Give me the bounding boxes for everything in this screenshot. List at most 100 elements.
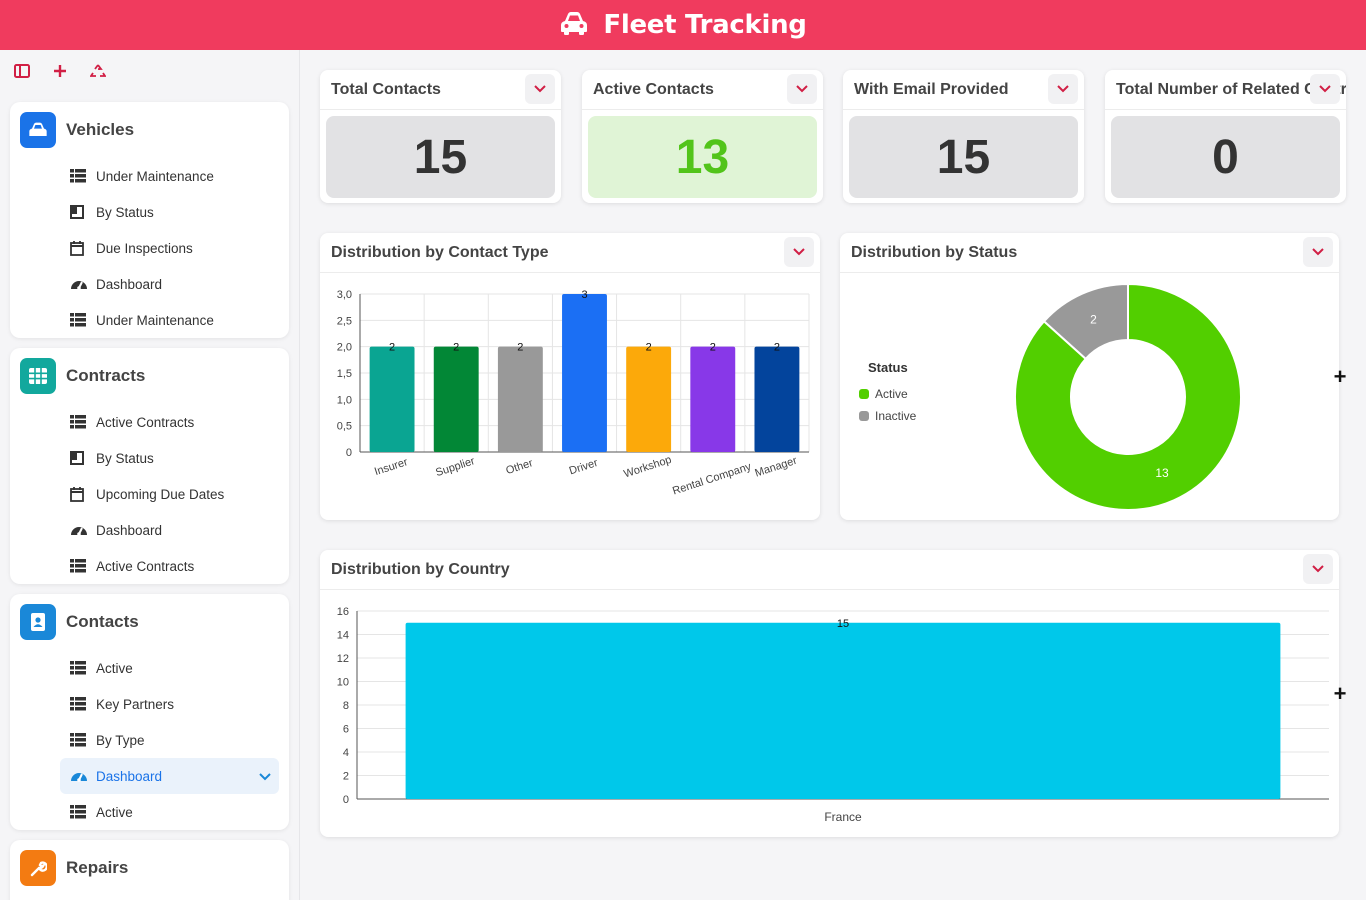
data-label: 2 xyxy=(774,342,780,354)
x-tick-label: Manager xyxy=(753,455,798,480)
sidebar-item-label: Dashboard xyxy=(96,522,163,538)
sidebar-item-label: Due Inspections xyxy=(96,240,193,256)
kpi-card-header: With Email Provided xyxy=(843,70,1084,110)
add-icon[interactable] xyxy=(51,62,69,80)
y-tick-label: 8 xyxy=(343,700,349,712)
y-tick-label: 12 xyxy=(337,653,349,665)
kpi-value: 15 xyxy=(326,116,555,198)
chart-card-header: Distribution by Country xyxy=(320,550,1339,590)
sidebar-group-title: Repairs xyxy=(66,858,129,877)
add-widget-icon[interactable]: + xyxy=(1333,681,1347,706)
table-icon xyxy=(70,313,88,327)
add-widget-icon[interactable]: + xyxy=(1333,364,1347,389)
sidebar-item-by-type[interactable]: By Type xyxy=(10,722,289,758)
x-tick-label: Rental Company xyxy=(671,461,753,498)
sidebar-item-dashboard[interactable]: Dashboard xyxy=(10,512,289,548)
data-label: 2 xyxy=(710,342,716,354)
x-tick-label: France xyxy=(824,810,862,824)
bar xyxy=(626,346,672,452)
kpi-title: Total Contacts xyxy=(331,80,441,98)
sidebar-item-label: Dashboard xyxy=(96,768,163,784)
kpi-card-related-contracts: Total Number of Related Contracts 0 xyxy=(1105,70,1346,203)
table-icon xyxy=(70,697,88,711)
wrench-icon xyxy=(20,850,56,886)
kpi-title: Active Contacts xyxy=(593,80,714,98)
chart-card-status: Distribution by Status 2 13 Status Active In… xyxy=(840,233,1339,520)
chevron-down-icon[interactable] xyxy=(1310,74,1340,104)
bar xyxy=(497,346,543,452)
contact-book-icon xyxy=(20,604,56,640)
sidebar-group-header[interactable]: Contracts xyxy=(10,348,289,404)
y-tick-label: 2,0 xyxy=(337,342,352,354)
table-icon xyxy=(70,169,88,183)
data-label: 2 xyxy=(517,342,523,354)
slice-label: 2 xyxy=(1090,312,1097,326)
sidebar-item-by-status[interactable]: By Status xyxy=(10,194,289,230)
calendar-icon xyxy=(70,486,88,502)
sidebar-item-active-contracts[interactable]: Active Contracts xyxy=(10,404,289,440)
sidebar-item-label: By Status xyxy=(96,450,154,466)
bar xyxy=(562,294,607,452)
chevron-down-icon[interactable] xyxy=(784,237,814,267)
chevron-down-icon[interactable] xyxy=(525,74,555,104)
gauge-icon xyxy=(70,768,88,784)
y-tick-label: 0 xyxy=(343,794,349,806)
sidebar-item-key-partners[interactable]: Key Partners xyxy=(10,686,289,722)
kpi-title: With Email Provided xyxy=(854,80,1009,98)
sidebar-group-header[interactable]: Contacts xyxy=(10,594,289,650)
chart-title: Distribution by Country xyxy=(331,560,510,578)
sidebar: Vehicles Under Maintenance By Status Due… xyxy=(0,50,300,900)
kpi-value: 13 xyxy=(588,116,817,198)
sidebar-item-under-maintenance[interactable]: Under Maintenance xyxy=(10,302,289,338)
sidebar-item-label: Active xyxy=(96,804,133,820)
chevron-down-icon[interactable] xyxy=(1303,237,1333,267)
recycle-icon[interactable] xyxy=(89,62,107,80)
grid-icon xyxy=(20,358,56,394)
chevron-down-icon[interactable] xyxy=(259,769,271,784)
sidebar-item-dashboard[interactable]: Dashboard xyxy=(10,266,289,302)
y-tick-label: 2,5 xyxy=(337,315,352,327)
sidebar-group-header[interactable]: Vehicles xyxy=(10,102,289,158)
x-tick-label: Insurer xyxy=(373,456,410,478)
chevron-down-icon[interactable] xyxy=(787,74,817,104)
table-icon xyxy=(70,805,88,819)
slice-label: 13 xyxy=(1155,466,1169,480)
sidebar-item-dashboard-active[interactable]: Dashboard xyxy=(60,758,279,794)
chevron-down-icon[interactable] xyxy=(1048,74,1078,104)
sidebar-item-active-contracts[interactable]: Active Contracts xyxy=(10,548,289,584)
gauge-icon xyxy=(70,276,88,292)
car-icon xyxy=(20,112,56,148)
sidebar-group-vehicles: Vehicles Under Maintenance By Status Due… xyxy=(10,102,289,338)
gauge-icon xyxy=(70,522,88,538)
donut-chart-status: 2 13 Status Active Inactive xyxy=(859,282,1242,511)
sidebar-item-by-status[interactable]: By Status xyxy=(10,440,289,476)
layout-toggle-icon[interactable] xyxy=(13,62,31,80)
sidebar-group-contacts: Contacts Active Key Partners By Type Das… xyxy=(10,594,289,830)
kpi-card-with-email: With Email Provided 15 xyxy=(843,70,1084,203)
y-tick-label: 3,0 xyxy=(337,289,352,301)
table-icon xyxy=(70,415,88,429)
data-label: 2 xyxy=(453,342,459,354)
sidebar-item-active[interactable]: Active xyxy=(10,650,289,686)
bar xyxy=(754,346,800,452)
calendar-icon xyxy=(70,240,88,256)
sidebar-group-contracts: Contracts Active Contracts By Status Upc… xyxy=(10,348,289,584)
kanban-icon xyxy=(70,451,88,465)
legend-title: Status xyxy=(868,360,908,375)
y-tick-label: 0 xyxy=(346,447,352,459)
chevron-down-icon[interactable] xyxy=(1303,554,1333,584)
kpi-value: 0 xyxy=(1111,116,1340,198)
car-icon xyxy=(559,11,589,40)
sidebar-item-active[interactable]: Active xyxy=(10,794,289,830)
sidebar-item-under-maintenance[interactable]: Under Maintenance xyxy=(10,158,289,194)
y-tick-label: 16 xyxy=(337,606,349,618)
sidebar-group-header[interactable]: Repairs xyxy=(10,840,289,896)
sidebar-item-label: By Type xyxy=(96,732,145,748)
bar-chart-country: 0 2 4 6 8 10 12 14 16 15 France xyxy=(337,606,1329,824)
sidebar-item-due-inspections[interactable]: Due Inspections xyxy=(10,230,289,266)
bar xyxy=(690,346,736,452)
chart-title: Distribution by Contact Type xyxy=(331,243,549,261)
sidebar-item-upcoming-due-dates[interactable]: Upcoming Due Dates xyxy=(10,476,289,512)
sidebar-item-label: Under Maintenance xyxy=(96,168,214,184)
x-tick-label: Supplier xyxy=(434,455,476,479)
